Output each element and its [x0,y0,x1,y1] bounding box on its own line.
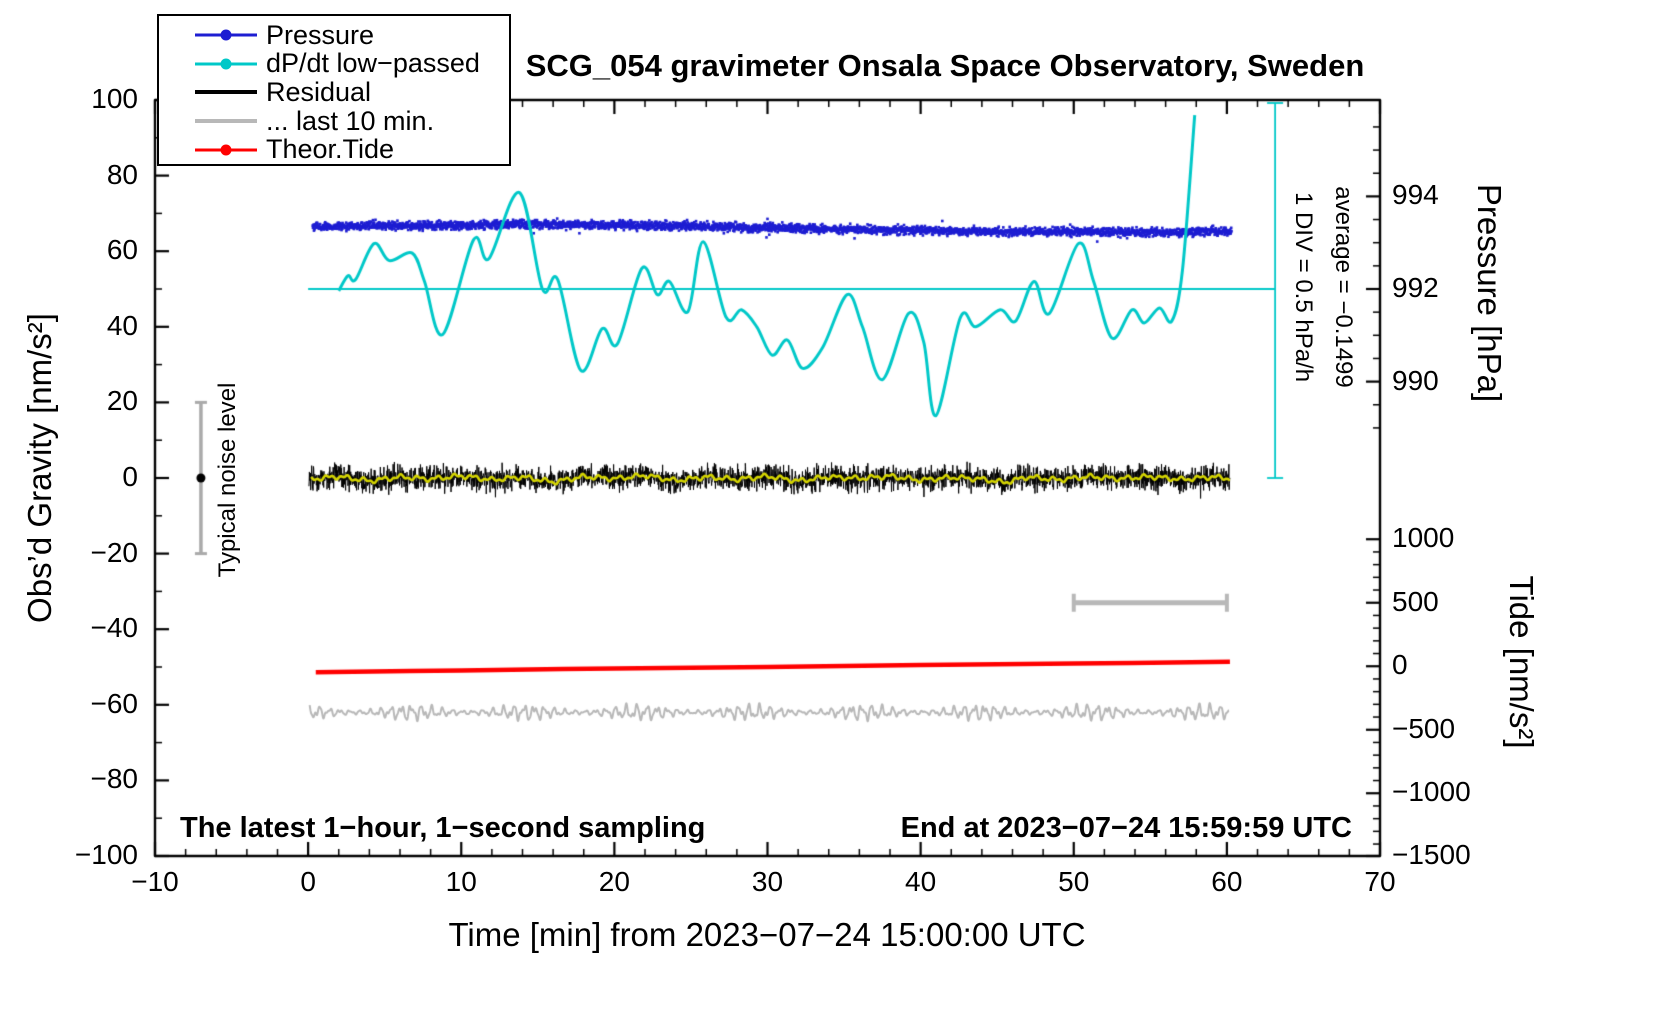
legend-item-residual: Residual [159,76,509,107]
legend-box: Pressure dP/dt low−passed Residual ... l… [157,14,511,166]
x-tick-label: 40 [905,866,937,897]
legend-label: Residual [266,76,372,107]
x-tick-label: 10 [445,866,477,897]
legend-label: ... last 10 min. [266,105,435,136]
legend-item-last10: ... last 10 min. [159,105,509,136]
chart-title: SCG_054 gravimeter Onsala Space Observat… [525,48,1365,83]
tide-line-icon [195,142,257,158]
y-tick-label: −60 [90,687,139,719]
legend-item-pressure: Pressure [159,19,509,50]
x-tick-label: 0 [300,866,316,897]
legend-item-tide: Theor.Tide [159,134,509,165]
dpdt-line-icon [195,56,257,72]
x-tick-label: 20 [598,866,630,897]
tide-tick-label: −1500 [1392,839,1471,870]
y-axis-label-gravity: Obs’d Gravity [nm/s²] [21,313,58,623]
y-tick-label: −80 [90,763,139,795]
x-tick-label: 70 [1364,866,1396,897]
tide-tick-label: −1000 [1392,776,1471,808]
x-tick-label: −10 [131,866,179,897]
last10-line-icon [195,113,257,129]
x-tick-label: 30 [751,866,784,897]
y-axis-label-tide: Tide [nm/s²] [1503,575,1540,749]
tide-tick-label: 1000 [1392,522,1455,554]
average-note: average = −0.1499 [1330,186,1357,388]
y-tick-label: 60 [106,234,138,266]
y-axis-label-pressure: Pressure [hPa] [1471,183,1508,403]
tide-tick-label: −500 [1392,712,1456,744]
legend-item-dpdt: dP/dt low−passed [159,48,509,79]
y-tick-label: −40 [90,612,139,644]
y-tick-label: 80 [106,158,138,190]
end-time-note: End at 2023−07−24 15:59:59 UTC [900,812,1352,844]
y-tick-label: −20 [90,536,139,568]
sampling-note: The latest 1−hour, 1−second sampling [180,812,706,844]
y-tick-label: 0 [122,461,138,492]
x-tick-label: 60 [1211,866,1243,897]
pressure-line-icon [195,27,257,43]
legend-label: Theor.Tide [266,134,395,165]
y-tick-label: 20 [106,385,138,417]
typical-noise-level-label: Typical noise level [214,382,241,578]
x-tick-label: 50 [1058,866,1090,897]
tide-tick-label: 500 [1392,585,1439,617]
legend-label: Pressure [266,19,375,50]
x-axis-label: Time [min] from 2023−07−24 15:00:00 UTC [448,916,1086,953]
pressure-tick-label: 992 [1392,272,1439,303]
y-tick-label: 40 [106,309,138,341]
legend-label: dP/dt low−passed [266,48,480,79]
pressure-tick-label: 994 [1392,179,1439,211]
y-tick-label: 100 [91,83,138,114]
residual-line-icon [195,84,257,100]
tide-tick-label: 0 [1392,649,1408,681]
y-tick-label: −100 [74,839,138,870]
div-scale-note: 1 DIV = 0.5 hPa/h [1290,191,1317,383]
pressure-tick-label: 990 [1392,364,1439,396]
